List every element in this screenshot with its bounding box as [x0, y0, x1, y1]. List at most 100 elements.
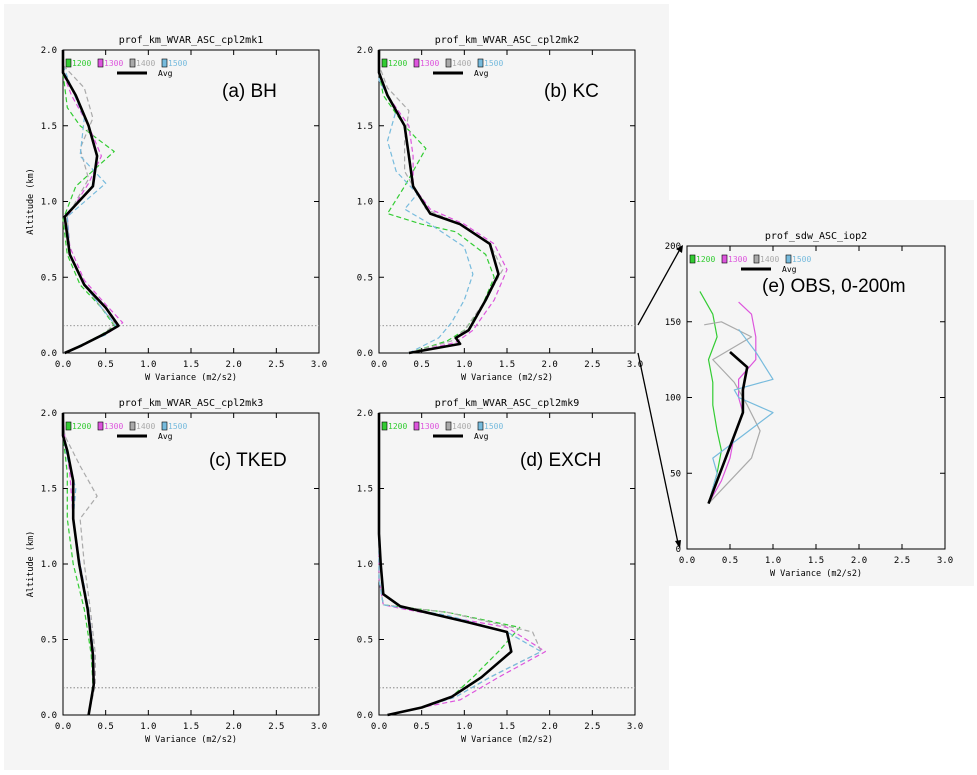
y-axis-label: Altitude (km) [26, 168, 36, 235]
x-tick-label: 3.0 [311, 722, 327, 732]
y-tick-label: 0 [676, 545, 681, 555]
legend-label-1300: 1300 [728, 255, 747, 264]
legend-swatch-1400 [445, 58, 452, 68]
legend-label-1400: 1400 [452, 422, 471, 431]
x-tick-label: 2.0 [542, 722, 558, 732]
chart-3: prof_km_WVAR_ASC_cpl2mk9 0.0 0.5 1.0 1.5 2.0 2… [357, 398, 643, 745]
x-tick-label: 0.0 [679, 556, 695, 566]
y-tick-label: 1.5 [357, 122, 373, 132]
x-tick-label: 0.0 [55, 360, 71, 370]
legend-swatch-1400 [445, 421, 452, 431]
legend-swatch-1300 [413, 421, 420, 431]
legend-swatch-1300 [413, 58, 420, 68]
x-tick-label: 0.0 [371, 722, 387, 732]
legend-label-1300: 1300 [104, 422, 123, 431]
arrow-lower-head [675, 540, 681, 549]
chart-title: prof_km_WVAR_ASC_cpl2mk3 [119, 398, 264, 409]
legend-swatch-1200 [381, 421, 388, 431]
arrow-lower [637, 352, 679, 544]
legend-swatch-1400 [753, 254, 760, 264]
y-tick-label: 50 [670, 469, 681, 479]
y-tick-label: 2.0 [41, 46, 57, 56]
x-axis-label: W Variance (m2/s2) [461, 373, 553, 383]
y-tick-label: 0.5 [357, 636, 373, 646]
series-line-Avg [707, 351, 749, 505]
series-line-Avg [377, 413, 513, 717]
series-line-1400 [62, 50, 115, 354]
y-tick-label: 0.5 [41, 636, 57, 646]
legend-label-1500: 1500 [168, 59, 187, 68]
series-line-1400 [704, 321, 761, 505]
x-tick-label: 3.0 [937, 556, 953, 566]
y-tick-label: 2.0 [41, 409, 57, 419]
legend-swatch-1500 [161, 58, 168, 68]
x-axis-label: W Variance (m2/s2) [145, 373, 237, 383]
x-tick-label: 0.5 [414, 360, 430, 370]
legend-label-1200: 1200 [388, 59, 407, 68]
y-tick-label: 0.0 [357, 711, 373, 721]
legend-swatch-1300 [97, 421, 104, 431]
x-tick-label: 1.0 [140, 360, 156, 370]
x-tick-label: 1.5 [499, 360, 515, 370]
x-tick-label: 1.0 [765, 556, 781, 566]
chart-title: prof_sdw_ASC_iop2 [765, 231, 867, 242]
legend-swatch-1300 [97, 58, 104, 68]
legend-label-1400: 1400 [452, 59, 471, 68]
legend-label-1200: 1200 [696, 255, 715, 264]
x-tick-label: 1.5 [808, 556, 824, 566]
legend-swatch-1500 [161, 421, 168, 431]
x-tick-label: 2.0 [851, 556, 867, 566]
x-tick-label: 0.5 [98, 360, 114, 370]
y-tick-label: 0.0 [41, 711, 57, 721]
y-tick-label: 0.5 [357, 273, 373, 283]
legend-swatch-1400 [129, 421, 136, 431]
series-line-1400 [378, 50, 504, 354]
x-tick-label: 0.5 [414, 722, 430, 732]
legend-swatch-1200 [689, 254, 696, 264]
series-line-Avg [61, 413, 95, 716]
legend-swatch-1200 [65, 421, 72, 431]
charts-layer: prof_km_WVAR_ASC_cpl2mk1 0.0 0.5 1.0 1.5 2.0 2… [26, 35, 953, 745]
x-tick-label: 3.0 [627, 722, 643, 732]
x-tick-label: 1.5 [183, 360, 199, 370]
x-tick-label: 0.5 [98, 722, 114, 732]
legend-swatch-1500 [785, 254, 792, 264]
legend-label-1200: 1200 [72, 422, 91, 431]
series-line-1300 [378, 413, 547, 716]
legend-label-1500: 1500 [484, 422, 503, 431]
y-tick-label: 200 [665, 242, 681, 252]
legend-label-1300: 1300 [104, 59, 123, 68]
y-tick-label: 1.0 [41, 560, 57, 570]
legend-label-1200: 1200 [388, 422, 407, 431]
x-tick-label: 1.5 [183, 722, 199, 732]
series-line-Avg [61, 50, 120, 355]
legend-swatch-1200 [65, 58, 72, 68]
left-panel-background [4, 4, 669, 770]
legend-label-1300: 1300 [420, 422, 439, 431]
chart-2: prof_km_WVAR_ASC_cpl2mk3 0.0 0.5 1.0 1.5 2.0 2… [26, 398, 327, 745]
chart-1: prof_km_WVAR_ASC_cpl2mk2 0.0 0.5 1.0 1.5 2.0 2… [357, 35, 643, 383]
x-tick-label: 0.0 [371, 360, 387, 370]
series-line-1200 [699, 291, 723, 504]
series-line-1500 [707, 328, 774, 504]
x-tick-label: 2.0 [226, 722, 242, 732]
x-axis-label: W Variance (m2/s2) [145, 735, 237, 745]
legend-label-avg: Avg [158, 432, 173, 441]
y-axis-label: Altitude (km) [26, 531, 36, 598]
legend-label-1500: 1500 [168, 422, 187, 431]
y-tick-label: 100 [665, 394, 681, 404]
panel-annotation: (d) EXCH [520, 450, 601, 471]
legend-label-1500: 1500 [792, 255, 811, 264]
legend-label-avg: Avg [158, 69, 173, 78]
x-tick-label: 3.0 [627, 360, 643, 370]
x-tick-label: 2.5 [584, 360, 600, 370]
x-axis-label: W Variance (m2/s2) [461, 735, 553, 745]
legend-label-avg: Avg [474, 69, 489, 78]
legend-swatch-1300 [721, 254, 728, 264]
legend-swatch-1200 [381, 58, 388, 68]
